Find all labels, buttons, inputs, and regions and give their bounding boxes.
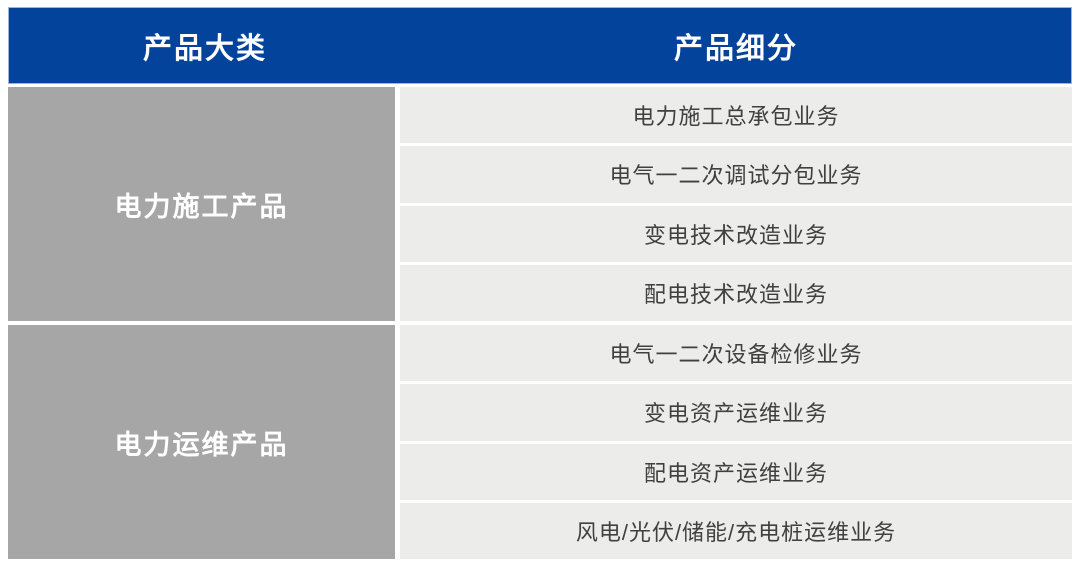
table-header-row: 产品大类 产品细分 (8, 7, 1072, 84)
table-row: 电气一二次设备检修业务 (400, 325, 1072, 382)
table-row: 电气一二次调试分包业务 (400, 146, 1072, 203)
table-row: 电力施工总承包业务 (400, 87, 1072, 144)
header-product-subdivision: 产品细分 (673, 32, 798, 65)
table-row: 风电/光伏/储能/充电桩运维业务 (400, 502, 1072, 559)
table-row: 配电技术改造业务 (400, 264, 1072, 321)
product-classification-table: 产品大类 产品细分 电力施工产品 电力施工总承包业务 电气一二次调试分包业务 变… (8, 7, 1072, 559)
table-row: 变电资产运维业务 (400, 384, 1072, 441)
table-body: 电力施工产品 电力施工总承包业务 电气一二次调试分包业务 变电技术改造业务 配电… (8, 87, 1072, 559)
items-column: 电气一二次设备检修业务 变电资产运维业务 配电资产运维业务 风电/光伏/储能/充… (400, 325, 1072, 559)
category-cell-power-construction: 电力施工产品 (8, 87, 395, 321)
items-column: 电力施工总承包业务 电气一二次调试分包业务 变电技术改造业务 配电技术改造业务 (400, 87, 1072, 321)
group-power-construction: 电力施工产品 电力施工总承包业务 电气一二次调试分包业务 变电技术改造业务 配电… (8, 87, 1072, 321)
table-row: 配电资产运维业务 (400, 443, 1072, 500)
category-cell-power-operation-maintenance: 电力运维产品 (8, 325, 395, 559)
header-product-category: 产品大类 (142, 32, 267, 65)
group-power-operation-maintenance: 电力运维产品 电气一二次设备检修业务 变电资产运维业务 配电资产运维业务 风电/… (8, 325, 1072, 559)
table-row: 变电技术改造业务 (400, 205, 1072, 262)
